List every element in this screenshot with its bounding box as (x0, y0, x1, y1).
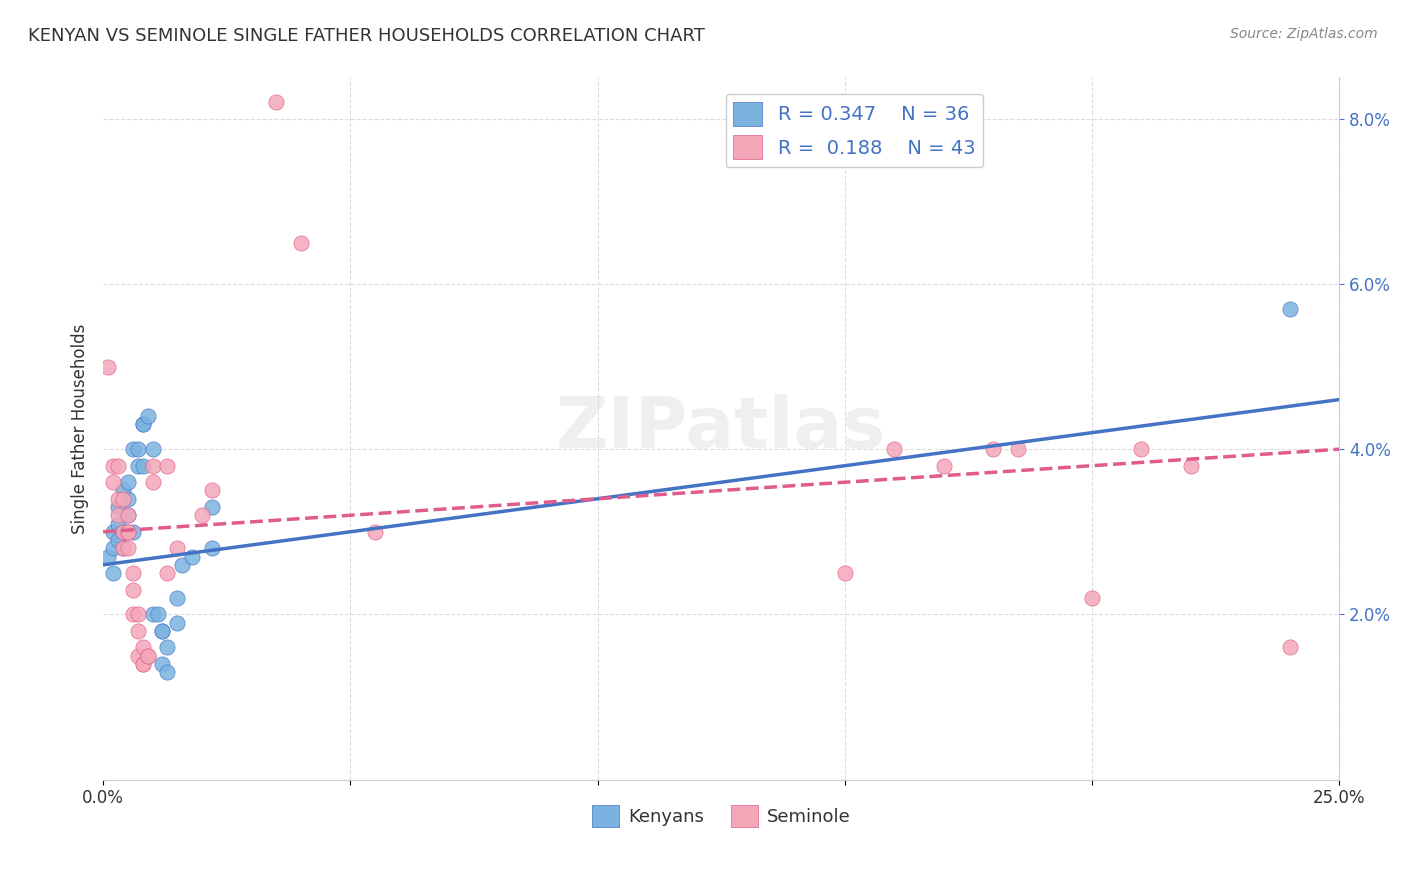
Point (290, 235, 312, 250)
Point (117, 508, 139, 523)
Point (111, 541, 134, 556)
Point (1130, 442, 1153, 457)
Point (156, 458, 179, 473)
Point (101, 566, 124, 580)
Point (142, 475, 165, 490)
Point (181, 549, 204, 564)
Point (121, 582, 143, 597)
Point (172, 558, 194, 572)
Point (107, 491, 129, 506)
Point (201, 483, 224, 498)
Point (264, 95, 287, 110)
Point (111, 541, 134, 556)
Point (101, 475, 124, 490)
Point (142, 458, 165, 473)
Point (1007, 442, 1029, 457)
Point (107, 508, 129, 523)
Point (131, 417, 153, 432)
Point (111, 524, 134, 539)
Point (97, 359, 120, 374)
Point (127, 442, 149, 457)
Point (201, 541, 224, 556)
Point (121, 607, 143, 622)
Point (981, 442, 1004, 457)
Point (201, 500, 224, 514)
Point (142, 442, 165, 457)
Point (883, 442, 905, 457)
Point (152, 624, 174, 638)
Point (97, 549, 120, 564)
Point (121, 524, 143, 539)
Point (166, 591, 188, 605)
Point (111, 483, 134, 498)
Point (117, 524, 139, 539)
Point (127, 607, 149, 622)
Point (1278, 640, 1301, 655)
Point (101, 541, 124, 556)
Point (117, 475, 139, 490)
Point (131, 458, 153, 473)
Point (127, 648, 149, 663)
Point (166, 541, 188, 556)
Point (117, 491, 139, 506)
Point (117, 524, 139, 539)
Point (1081, 591, 1104, 605)
Point (834, 566, 856, 580)
Point (121, 442, 143, 457)
Point (142, 607, 165, 622)
Point (166, 615, 188, 630)
Point (131, 657, 153, 671)
Point (156, 665, 179, 680)
Text: KENYAN VS SEMINOLE SINGLE FATHER HOUSEHOLDS CORRELATION CHART: KENYAN VS SEMINOLE SINGLE FATHER HOUSEHO… (28, 27, 704, 45)
Point (156, 640, 179, 655)
Point (152, 624, 174, 638)
Point (107, 533, 129, 547)
Point (191, 508, 214, 523)
Point (136, 409, 159, 424)
Point (156, 566, 179, 580)
Point (152, 657, 174, 671)
Point (131, 417, 153, 432)
Point (117, 541, 139, 556)
Point (127, 458, 149, 473)
Point (146, 607, 169, 622)
Point (127, 624, 149, 638)
Point (1180, 458, 1202, 473)
Y-axis label: Single Father Households: Single Father Households (72, 323, 89, 533)
Point (107, 516, 129, 531)
Point (1278, 301, 1301, 316)
Point (117, 508, 139, 523)
Point (107, 500, 129, 514)
Point (101, 458, 124, 473)
Point (364, 524, 387, 539)
Text: Source: ZipAtlas.com: Source: ZipAtlas.com (1230, 27, 1378, 41)
Point (107, 458, 129, 473)
Point (131, 657, 153, 671)
Point (111, 524, 134, 539)
Point (121, 566, 143, 580)
Legend: Kenyans, Seminole: Kenyans, Seminole (585, 797, 858, 834)
Point (131, 640, 153, 655)
Point (111, 491, 134, 506)
Point (136, 648, 159, 663)
Point (932, 458, 955, 473)
Text: ZIPatlas: ZIPatlas (557, 394, 886, 463)
Point (136, 648, 159, 663)
Point (101, 524, 124, 539)
